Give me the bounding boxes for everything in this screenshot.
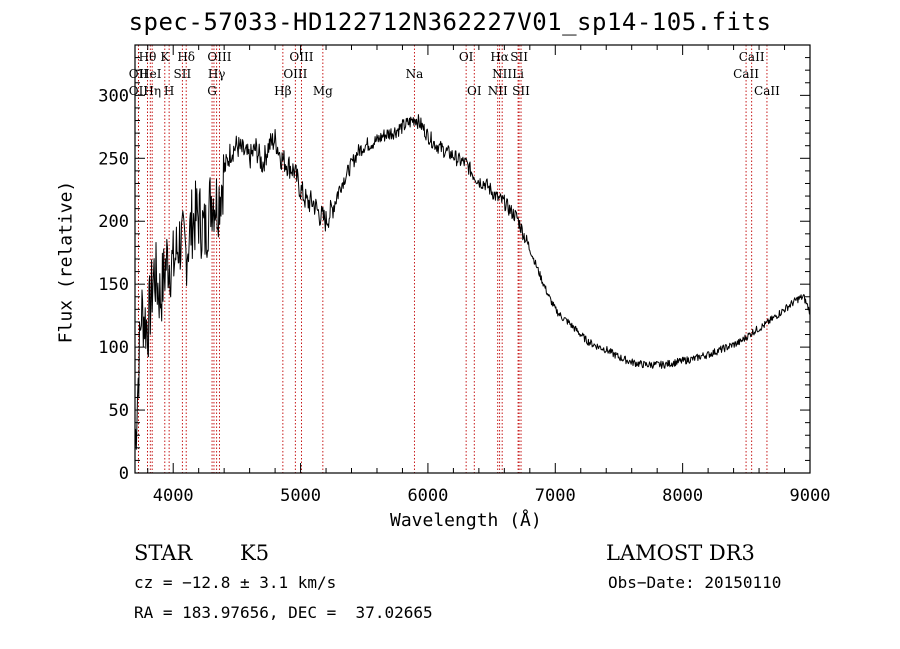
marker-label-27: CaII bbox=[754, 84, 780, 98]
marker-label-19: Hη bbox=[143, 84, 161, 98]
marker-label-2: Hδ bbox=[177, 50, 195, 64]
marker-label-25: NII bbox=[488, 84, 508, 98]
y-tick-label-6: 300 bbox=[98, 86, 129, 106]
object-class: STAR bbox=[134, 541, 193, 565]
y-axis-label: Flux (relative) bbox=[55, 180, 77, 344]
y-tick-label-2: 100 bbox=[98, 338, 129, 358]
spectrum-series bbox=[134, 114, 811, 450]
marker-label-12: Hγ bbox=[208, 67, 226, 81]
y-tick-label-0: 0 bbox=[119, 464, 129, 484]
marker-label-4: OIII bbox=[289, 50, 313, 64]
marker-label-0: Hθ bbox=[139, 50, 157, 64]
marker-label-9: OII bbox=[129, 67, 149, 81]
y-tick-label-1: 50 bbox=[109, 401, 129, 421]
marker-label-6: Hα bbox=[490, 50, 509, 64]
marker-label-20: H bbox=[164, 84, 174, 98]
y-tick-label-4: 200 bbox=[98, 212, 129, 232]
redshift-cz: cz = −12.8 ± 3.1 km/s bbox=[134, 573, 337, 592]
marker-label-21: G bbox=[207, 84, 217, 98]
survey-name: LAMOST DR3 bbox=[606, 541, 755, 565]
marker-label-17: CaII bbox=[733, 67, 759, 81]
y-axis-ticks: 0 50 100 150 200 250 300 bbox=[98, 57, 810, 484]
marker-label-24: OI bbox=[467, 84, 482, 98]
marker-label-11: SII bbox=[174, 67, 192, 81]
marker-label-15: NII bbox=[492, 67, 512, 81]
marker-label-3: OIII bbox=[207, 50, 231, 64]
x-tick-label-0: 4000 bbox=[153, 486, 194, 506]
marker-label-8: CaII bbox=[739, 50, 765, 64]
x-axis-ticks: 4000 5000 6000 7000 8000 9000 bbox=[147, 45, 831, 506]
x-tick-label-1: 5000 bbox=[280, 486, 321, 506]
chart-title: spec-57033-HD122712N362227V01_sp14-105.f… bbox=[128, 8, 772, 36]
y-tick-label-3: 150 bbox=[98, 275, 129, 295]
marker-label-10: HeI bbox=[139, 67, 162, 81]
ra-dec-coordinates: RA = 183.97656, DEC = 37.02665 bbox=[134, 603, 433, 622]
observation-date: Obs−Date: 20150110 bbox=[608, 573, 782, 592]
marker-label-7: SII bbox=[510, 50, 528, 64]
marker-label-13: OIII bbox=[283, 67, 307, 81]
spectral-subclass: K5 bbox=[240, 541, 270, 565]
x-tick-label-3: 7000 bbox=[535, 486, 576, 506]
marker-label-1: K bbox=[160, 50, 170, 64]
x-tick-label-5: 9000 bbox=[790, 486, 831, 506]
marker-label-16: Li bbox=[512, 67, 524, 81]
marker-label-22: Hβ bbox=[274, 84, 291, 98]
series-flux bbox=[134, 114, 811, 450]
marker-label-18: OII bbox=[129, 84, 149, 98]
x-tick-label-2: 6000 bbox=[407, 486, 448, 506]
x-tick-label-4: 8000 bbox=[662, 486, 703, 506]
x-axis-label: Wavelength (Å) bbox=[390, 510, 542, 531]
y-tick-label-5: 250 bbox=[98, 149, 129, 169]
marker-label-14: Na bbox=[406, 67, 424, 81]
line-markers bbox=[137, 45, 768, 473]
marker-label-5: OI bbox=[459, 50, 474, 64]
marker-label-23: Mg bbox=[313, 84, 333, 98]
marker-label-26: SII bbox=[512, 84, 530, 98]
